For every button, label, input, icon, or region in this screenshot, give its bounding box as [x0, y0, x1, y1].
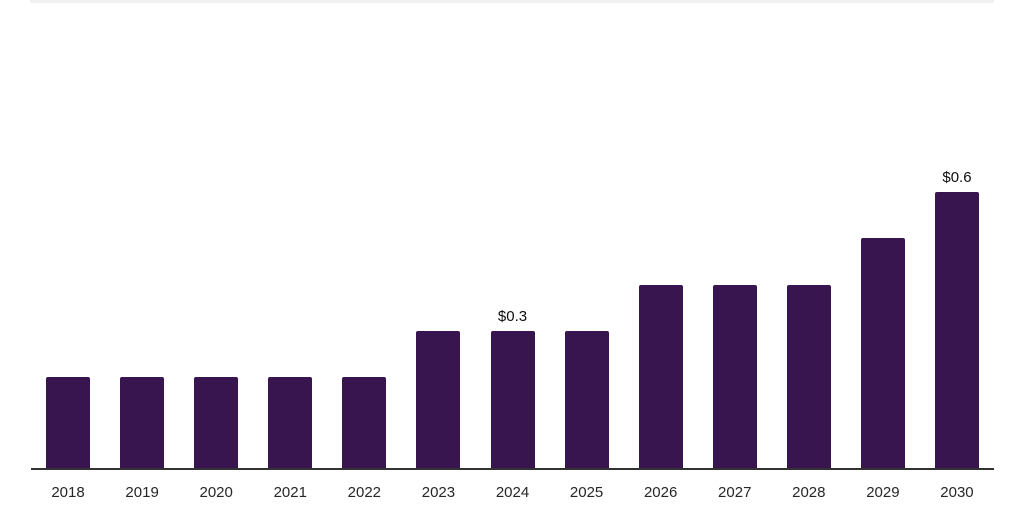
x-axis-labels: 2018 2019 2020 2021 2022 2023 2024 2025 2026 2027…	[31, 484, 994, 502]
bar-slot-2030: $0.6	[920, 0, 994, 470]
x-tick-2026: 2026	[643, 484, 678, 501]
x-tick-2023: 2023	[421, 484, 456, 501]
bar-slot-2022	[327, 0, 401, 470]
x-tick-2021: 2021	[273, 484, 307, 501]
x-tick-2028: 2028	[792, 484, 826, 501]
x-tick-2022: 2022	[347, 484, 382, 501]
x-tick-2029: 2029	[866, 484, 900, 501]
bar-slot-2024: $0.3	[475, 0, 549, 470]
bar-slot-2020	[179, 0, 253, 470]
x-axis-line	[31, 468, 994, 470]
bar-slot-2029	[846, 0, 920, 470]
bar-2022	[342, 377, 387, 470]
bar-slot-2028	[772, 0, 846, 470]
bar-2025	[564, 331, 609, 470]
bar-slot-2018	[31, 0, 105, 470]
bar-2019	[120, 377, 165, 470]
x-tick-2019: 2019	[125, 484, 159, 501]
chart-top-border	[30, 0, 994, 3]
bar-slot-2021	[253, 0, 327, 470]
bar-2024	[490, 331, 535, 470]
bar-2026	[638, 285, 683, 470]
x-tick-2024: 2024	[495, 484, 530, 501]
bar-2027	[712, 285, 757, 470]
bar-slot-2019	[105, 0, 179, 470]
value-label-2030: $0.6	[942, 169, 972, 186]
x-tick-2027: 2027	[718, 484, 752, 501]
bar-2018	[46, 377, 91, 470]
x-tick-2025: 2025	[569, 484, 604, 501]
bar-2030	[934, 192, 979, 470]
x-tick-2030: 2030	[940, 484, 974, 501]
bar-slot-2027	[698, 0, 772, 470]
x-tick-2018: 2018	[51, 484, 85, 501]
plot-area: $0.3 $0.6	[31, 0, 994, 470]
bar-slot-2026	[624, 0, 698, 470]
bar-2021	[268, 377, 313, 470]
bar-slot-2023	[401, 0, 475, 470]
bar-2029	[860, 238, 905, 470]
bar-2023	[416, 331, 461, 470]
bar-2028	[786, 285, 831, 470]
bar-slot-2025	[550, 0, 624, 470]
value-label-2024: $0.3	[497, 308, 528, 325]
x-tick-2020: 2020	[199, 484, 233, 501]
bar-2020	[194, 377, 239, 470]
